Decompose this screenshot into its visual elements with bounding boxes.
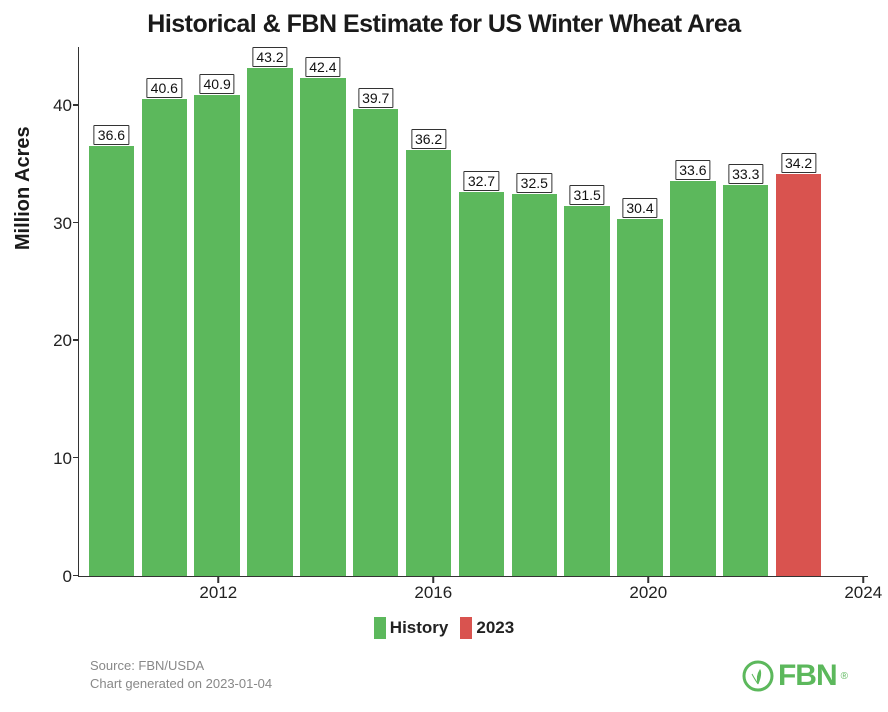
chart-container: Historical & FBN Estimate for US Winter … <box>0 0 888 712</box>
bar-value-label: 33.6 <box>675 160 710 180</box>
source-text: Source: FBN/USDA Chart generated on 2023… <box>90 657 272 693</box>
leaf-icon <box>742 660 774 692</box>
bar-slot: 40.6 <box>138 47 191 576</box>
legend-swatch-history <box>374 617 386 639</box>
bar-value-label: 32.5 <box>517 173 552 193</box>
y-tick-label: 20 <box>53 331 72 351</box>
bar-value-label: 40.9 <box>200 74 235 94</box>
bar: 33.6 <box>670 181 715 576</box>
y-tick-mark <box>73 575 79 577</box>
x-tick-label: 2024 <box>844 583 882 603</box>
x-tick-label: 2012 <box>199 583 237 603</box>
source-line2: Chart generated on 2023-01-04 <box>90 675 272 693</box>
plot-area: 36.640.640.943.242.439.736.232.732.531.5… <box>78 47 868 577</box>
bar-value-label: 31.5 <box>570 185 605 205</box>
bar: 33.3 <box>723 185 768 576</box>
legend: History 2023 <box>20 617 868 639</box>
bar: 32.7 <box>459 192 504 576</box>
bar-slot: 42.4 <box>296 47 349 576</box>
y-tick-mark <box>73 339 79 341</box>
logo-trademark: ® <box>841 671 848 682</box>
bar-value-label: 34.2 <box>781 153 816 173</box>
bars-group: 36.640.640.943.242.439.736.232.732.531.5… <box>79 47 868 576</box>
y-tick-label: 10 <box>53 449 72 469</box>
legend-label-estimate: 2023 <box>476 618 514 638</box>
bar-value-label: 42.4 <box>305 57 340 77</box>
bar-value-label: 36.6 <box>94 125 129 145</box>
chart-title: Historical & FBN Estimate for US Winter … <box>20 10 868 39</box>
legend-item-history: History <box>374 617 449 639</box>
bar-value-label: 40.6 <box>147 78 182 98</box>
logo-text: FBN <box>778 659 837 693</box>
bar-slot: 30.4 <box>614 47 667 576</box>
bar-slot: 36.2 <box>402 47 455 576</box>
bar-slot: 40.9 <box>191 47 244 576</box>
bar-slot: 32.5 <box>508 47 561 576</box>
x-tick-label: 2016 <box>414 583 452 603</box>
legend-item-estimate: 2023 <box>460 617 514 639</box>
bar-slot: 36.6 <box>85 47 138 576</box>
fbn-logo: FBN ® <box>742 659 868 693</box>
bar: 31.5 <box>564 206 609 576</box>
x-tick-label: 2020 <box>629 583 667 603</box>
x-tick-mark <box>863 577 865 583</box>
y-tick-mark <box>73 457 79 459</box>
bar: 43.2 <box>247 68 292 576</box>
bar: 42.4 <box>300 78 345 576</box>
bar-slot: 33.6 <box>666 47 719 576</box>
y-tick-label: 40 <box>53 96 72 116</box>
y-tick-label: 30 <box>53 214 72 234</box>
source-line1: Source: FBN/USDA <box>90 657 272 675</box>
bar: 40.9 <box>194 95 239 576</box>
legend-label-history: History <box>390 618 449 638</box>
x-tick-mark <box>218 577 220 583</box>
bar-value-label: 30.4 <box>622 198 657 218</box>
bar-value-label: 36.2 <box>411 129 446 149</box>
bar-slot: 43.2 <box>244 47 297 576</box>
bar-slot: 34.2 <box>772 47 825 576</box>
bar: 39.7 <box>353 109 398 576</box>
x-tick-mark <box>648 577 650 583</box>
bar: 40.6 <box>142 99 187 576</box>
bar: 36.2 <box>406 150 451 576</box>
bar: 36.6 <box>89 146 134 576</box>
bar: 32.5 <box>512 194 557 576</box>
bar-slot: 32.7 <box>455 47 508 576</box>
y-tick-label: 0 <box>63 567 72 587</box>
bar-slot: 39.7 <box>349 47 402 576</box>
bar-value-label: 43.2 <box>252 47 287 67</box>
bar-slot: 31.5 <box>561 47 614 576</box>
bar: 30.4 <box>617 219 662 576</box>
bar-value-label: 33.3 <box>728 164 763 184</box>
footer: Source: FBN/USDA Chart generated on 2023… <box>20 657 868 693</box>
x-tick-mark <box>433 577 435 583</box>
bar-slot-spacer <box>825 47 862 576</box>
legend-swatch-estimate <box>460 617 472 639</box>
bar-slot: 33.3 <box>719 47 772 576</box>
x-axis: 2012201620202024 <box>78 577 868 607</box>
chart-area: Million Acres 010203040 36.640.640.943.2… <box>20 47 868 577</box>
bar-value-label: 39.7 <box>358 88 393 108</box>
bar: 34.2 <box>776 174 821 576</box>
y-axis: 010203040 <box>20 47 78 577</box>
bar-value-label: 32.7 <box>464 171 499 191</box>
y-tick-mark <box>73 222 79 224</box>
y-tick-mark <box>73 104 79 106</box>
